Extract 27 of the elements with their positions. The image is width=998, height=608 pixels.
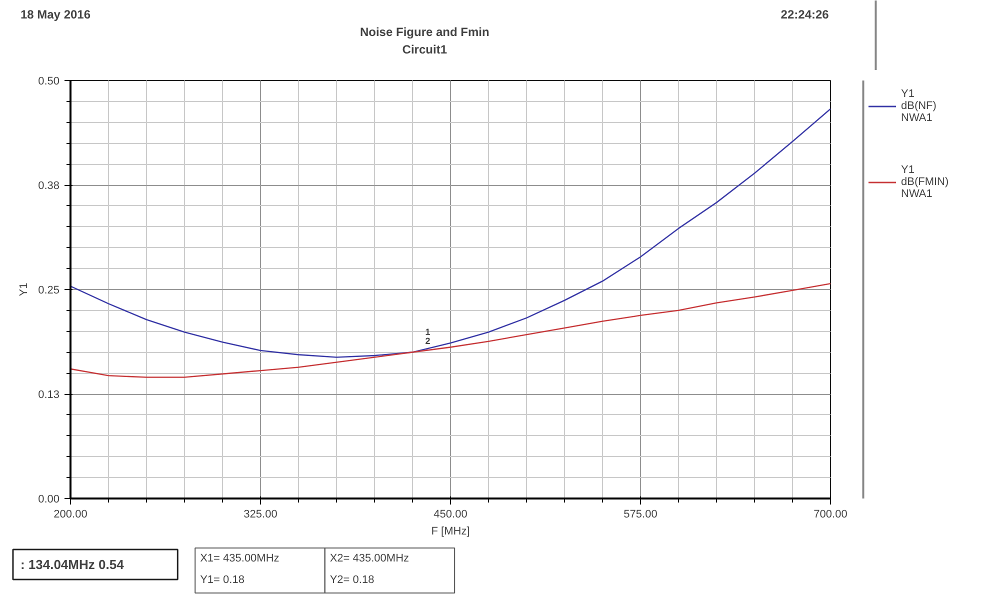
y-axis-title: Y1 xyxy=(18,282,30,296)
x-tick-label: 450.00 xyxy=(434,508,468,520)
y-tick-label: 0.13 xyxy=(38,389,60,401)
text: 22:24:26 xyxy=(780,8,830,22)
text: : 134.04MHz 0.54 xyxy=(20,557,125,572)
line-series xyxy=(70,108,830,358)
legend-label: Y1 dB(NF) NWA1 xyxy=(901,88,936,124)
chart-title: Noise Figure and Fmin xyxy=(360,25,490,39)
y-tick-label: 0.50 xyxy=(38,76,60,88)
text: 18 May 2016 xyxy=(20,8,91,22)
x-tick-label: 200.00 xyxy=(54,508,88,520)
x-axis-title: F [MHz] xyxy=(431,526,470,538)
annotation: 2 xyxy=(425,336,430,346)
text: Y2= 0.18 xyxy=(330,574,374,586)
chart-subtitle: Circuit1 xyxy=(402,42,448,56)
x-tick-label: 700.00 xyxy=(814,508,848,520)
y-tick-label: 0.00 xyxy=(38,494,60,506)
annotation: 1 xyxy=(425,327,430,338)
x-tick-label: 325.00 xyxy=(244,508,278,520)
x-tick-label: 575.00 xyxy=(624,508,658,520)
text: X1= 435.00MHz xyxy=(200,552,280,564)
text: X2= 435.00MHz xyxy=(330,552,410,564)
y-tick-label: 0.25 xyxy=(38,284,60,296)
y-tick-label: 0.38 xyxy=(38,180,60,192)
legend-label: Y1 dB(FMIN) NWA1 xyxy=(901,164,949,200)
text: Y1= 0.18 xyxy=(200,574,244,586)
line-series xyxy=(70,283,830,378)
